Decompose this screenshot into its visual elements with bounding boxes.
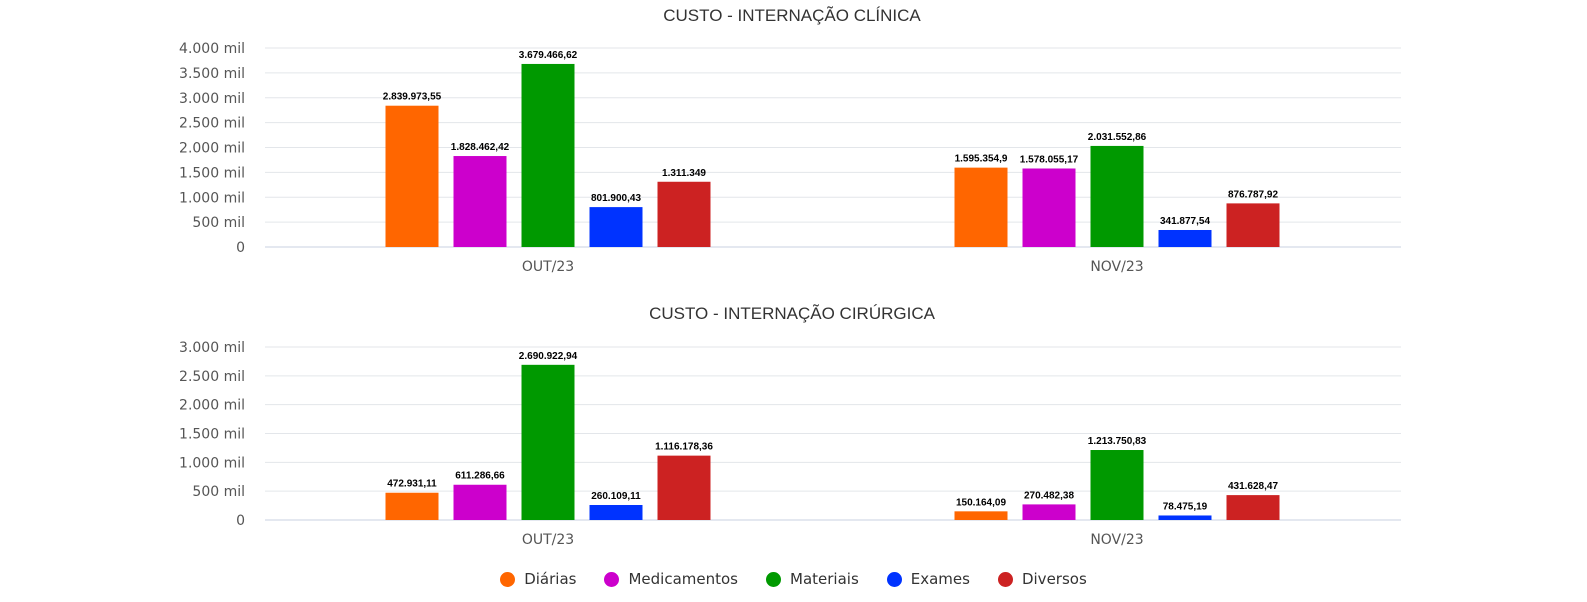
y-tick-label: 500 mil — [192, 484, 245, 500]
legend-label: Diárias — [524, 570, 577, 588]
bar-diversos[interactable] — [657, 181, 711, 247]
legend-item-diarias[interactable]: Diárias — [500, 570, 576, 588]
legend-dot-icon — [766, 571, 781, 587]
legend-item-materiais[interactable]: Materiais — [766, 570, 859, 588]
y-tick-label: 3.000 mil — [179, 340, 245, 356]
y-tick-label: 0 — [236, 240, 245, 256]
legend-dot-icon — [886, 571, 902, 587]
data-label: 1.213.750,83 — [1088, 436, 1147, 447]
data-label: 1.828.462,42 — [451, 142, 510, 153]
legend-dot-icon — [604, 571, 620, 587]
data-label: 876.787,92 — [1228, 189, 1278, 200]
data-label: 3.679.466,62 — [519, 50, 578, 61]
legend-label: Medicamentos — [628, 570, 738, 588]
x-tick-label: NOV/23 — [1090, 259, 1143, 275]
bar-diversos[interactable] — [657, 455, 711, 520]
data-label: 472.931,11 — [387, 479, 437, 490]
bar-exames[interactable] — [589, 505, 643, 520]
bar-medicamentos[interactable] — [453, 484, 507, 520]
bar-diarias[interactable] — [954, 167, 1008, 247]
data-label: 611.286,66 — [455, 471, 505, 482]
data-label: 78.475,19 — [1163, 501, 1208, 512]
bar-materiais[interactable] — [521, 364, 575, 520]
y-tick-label: 2.500 mil — [179, 116, 245, 132]
bar-diversos[interactable] — [1226, 495, 1280, 520]
y-tick-label: 0 — [236, 513, 245, 529]
data-label: 260.109,11 — [591, 491, 641, 502]
y-tick-label: 3.000 mil — [179, 91, 245, 107]
data-label: 1.578.055,17 — [1020, 154, 1079, 165]
legend-item-diversos[interactable]: Diversos — [997, 570, 1087, 588]
y-tick-label: 1.500 mil — [179, 165, 245, 181]
y-tick-label: 1.000 mil — [179, 455, 245, 471]
x-tick-label: OUT/23 — [522, 259, 574, 275]
y-tick-label: 2.000 mil — [179, 141, 245, 157]
bar-exames[interactable] — [1158, 229, 1212, 247]
bar-medicamentos[interactable] — [1022, 168, 1076, 247]
bar-medicamentos[interactable] — [453, 156, 507, 247]
data-label: 1.116.178,36 — [655, 442, 713, 453]
data-label: 341.877,54 — [1160, 216, 1210, 227]
legend-item-medicamentos[interactable]: Medicamentos — [604, 570, 738, 588]
y-tick-label: 2.500 mil — [179, 369, 245, 385]
legend-item-exames[interactable]: Exames — [886, 570, 970, 588]
bar-materiais[interactable] — [1090, 145, 1144, 247]
legend-label: Materiais — [790, 570, 859, 588]
bar-diarias[interactable] — [385, 105, 439, 247]
bar-medicamentos[interactable] — [1022, 504, 1076, 520]
chart-1: CUSTO - INTERNAÇÃO CLÍNICA 0 500 mil 1.000 … — [179, 6, 1401, 275]
chart-title: CUSTO - INTERNAÇÃO CLÍNICA — [663, 6, 921, 25]
legend-dot-icon — [500, 571, 516, 587]
y-tick-label: 3.500 mil — [179, 66, 245, 82]
bar-exames[interactable] — [1158, 515, 1212, 520]
bar-diarias[interactable] — [385, 492, 439, 520]
bar-materiais[interactable] — [521, 63, 575, 248]
data-label: 2.690.922,94 — [519, 351, 578, 362]
y-tick-label: 500 mil — [192, 215, 245, 231]
bar-exames[interactable] — [589, 207, 643, 247]
data-label: 1.595.354,9 — [955, 154, 1008, 165]
data-label: 270.482,38 — [1024, 490, 1074, 501]
data-label: 2.839.973,55 — [383, 92, 442, 103]
data-label: 1.311.349 — [662, 168, 706, 179]
bar-diversos[interactable] — [1226, 203, 1280, 247]
legend: Diárias Medicamentos Materiais Exames Divers… — [0, 566, 1587, 592]
legend-label: Exames — [910, 570, 970, 588]
data-label: 431.628,47 — [1228, 481, 1278, 492]
charts-canvas: CUSTO - INTERNAÇÃO CLÍNICA 0 500 mil 1.000 … — [179, 6, 1401, 548]
legend-label: Diversos — [1021, 570, 1087, 588]
chart-title: CUSTO - INTERNAÇÃO CIRÚRGICA — [649, 304, 936, 323]
legend-dot-icon — [997, 571, 1013, 587]
chart-2: CUSTO - INTERNAÇÃO CIRÚRGICA 0 500 mil 1.00… — [179, 304, 1401, 548]
data-label: 2.031.552,86 — [1088, 132, 1147, 143]
bar-materiais[interactable] — [1090, 450, 1144, 520]
y-tick-label: 1.000 mil — [179, 190, 245, 206]
y-tick-label: 4.000 mil — [179, 41, 245, 57]
y-tick-label: 2.000 mil — [179, 398, 245, 414]
data-label: 801.900,43 — [591, 193, 641, 204]
x-tick-label: NOV/23 — [1090, 532, 1143, 548]
x-tick-label: OUT/23 — [522, 532, 574, 548]
data-label: 150.164,09 — [956, 497, 1006, 508]
bar-diarias[interactable] — [954, 511, 1008, 520]
y-tick-label: 1.500 mil — [179, 427, 245, 443]
